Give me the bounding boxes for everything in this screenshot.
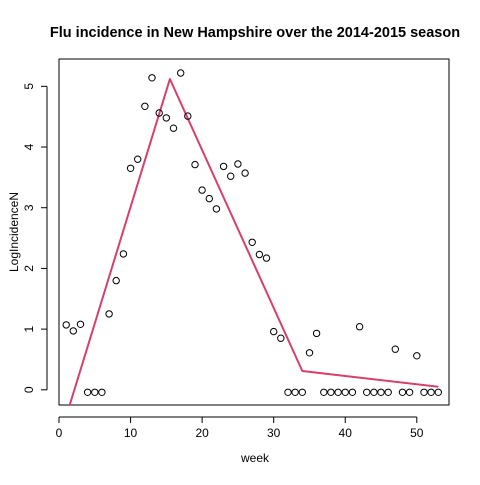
data-point — [206, 195, 212, 201]
y-tick-label: 5 — [22, 83, 36, 90]
data-point — [84, 389, 90, 395]
data-point — [299, 389, 305, 395]
y-axis-label: LogIncidenceN — [7, 192, 21, 272]
x-tick-label: 40 — [339, 426, 353, 440]
data-point — [263, 255, 269, 261]
data-point — [335, 389, 341, 395]
x-tick-label: 10 — [124, 426, 138, 440]
fit-line — [70, 79, 439, 405]
data-point — [414, 353, 420, 359]
data-point — [406, 389, 412, 395]
data-point — [285, 389, 291, 395]
data-point — [271, 328, 277, 334]
data-point — [192, 161, 198, 167]
data-point — [292, 389, 298, 395]
data-point — [321, 389, 327, 395]
y-tick-label: 3 — [22, 204, 36, 211]
data-point — [249, 239, 255, 245]
data-point — [356, 324, 362, 330]
data-point — [342, 389, 348, 395]
data-point — [135, 156, 141, 162]
x-tick-label: 30 — [267, 426, 281, 440]
data-point — [371, 389, 377, 395]
data-point — [63, 322, 69, 328]
x-axis: 0 10 20 30 40 50 — [56, 417, 424, 440]
y-tick-label: 4 — [22, 143, 36, 150]
data-point — [278, 335, 284, 341]
data-point — [242, 170, 248, 176]
x-tick-label: 0 — [56, 426, 63, 440]
data-points-layer — [63, 70, 441, 396]
data-point — [435, 389, 441, 395]
data-point — [178, 70, 184, 76]
data-point — [70, 328, 76, 334]
data-point — [399, 389, 405, 395]
data-point — [149, 75, 155, 81]
data-point — [392, 346, 398, 352]
data-point — [378, 389, 384, 395]
x-tick-label: 50 — [410, 426, 424, 440]
fit-line-layer — [70, 79, 439, 405]
data-point — [77, 321, 83, 327]
data-point — [142, 103, 148, 109]
data-point — [106, 311, 112, 317]
data-point — [328, 389, 334, 395]
y-axis: 0 1 2 3 4 5 — [22, 83, 47, 394]
data-point — [170, 125, 176, 131]
data-point — [127, 165, 133, 171]
data-point — [428, 389, 434, 395]
data-point — [213, 206, 219, 212]
data-point — [163, 115, 169, 121]
data-point — [349, 389, 355, 395]
data-point — [99, 389, 105, 395]
data-point — [199, 187, 205, 193]
y-tick-label: 2 — [22, 265, 36, 272]
data-point — [306, 350, 312, 356]
x-axis-label: week — [240, 451, 270, 465]
data-point — [256, 251, 262, 257]
data-point — [220, 163, 226, 169]
data-point — [235, 161, 241, 167]
data-point — [313, 330, 319, 336]
x-tick-label: 20 — [195, 426, 209, 440]
data-point — [385, 389, 391, 395]
plot-area-border — [59, 59, 449, 405]
y-tick-label: 0 — [22, 386, 36, 393]
data-point — [92, 389, 98, 395]
chart-title: Flu incidence in New Hampshire over the … — [50, 25, 460, 41]
y-tick-label: 1 — [22, 325, 36, 332]
data-point — [228, 173, 234, 179]
data-point — [113, 277, 119, 283]
data-point — [120, 251, 126, 257]
data-point — [364, 389, 370, 395]
data-point — [421, 389, 427, 395]
